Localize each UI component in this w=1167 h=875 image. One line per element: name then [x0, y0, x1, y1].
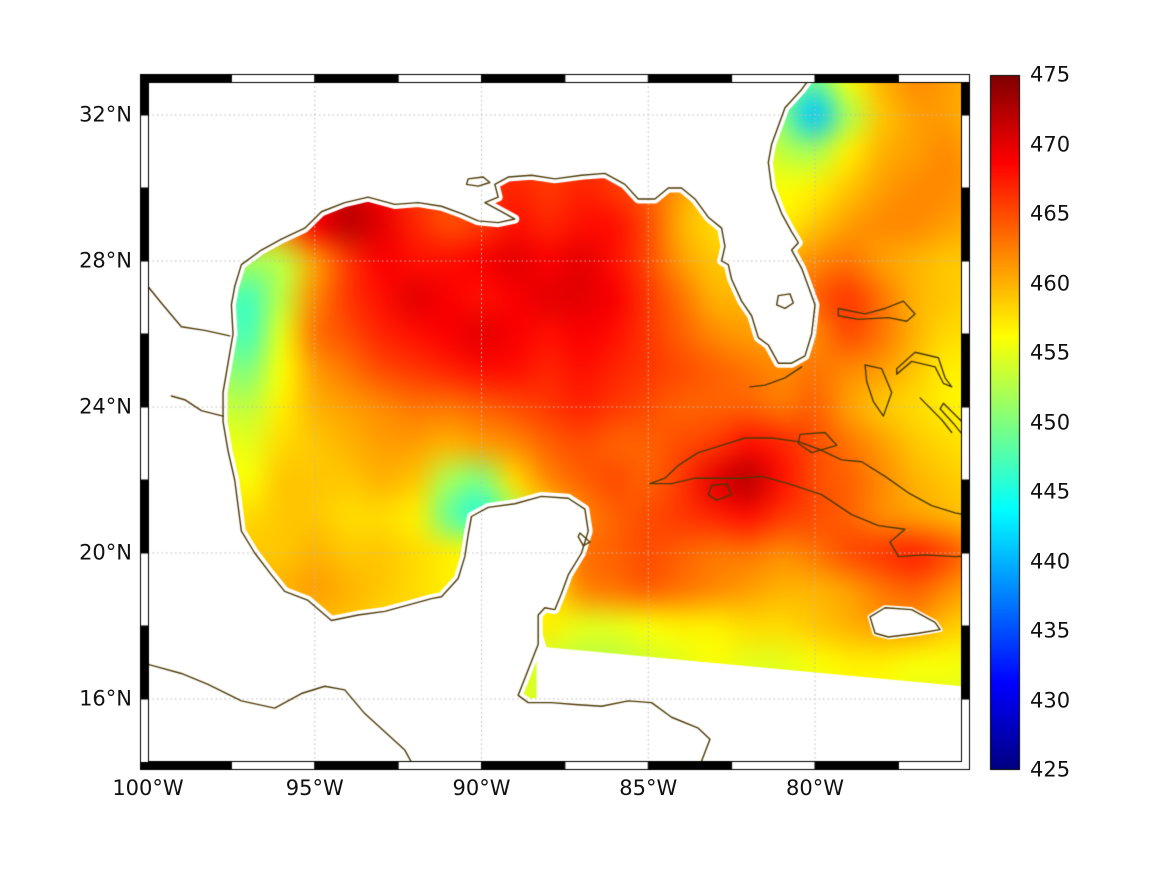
x-tick-label: 80°W	[786, 776, 844, 800]
colorbar-tick-label: 425	[1030, 757, 1071, 782]
y-tick-label: 16°N	[79, 686, 132, 711]
colorbar-tick-label: 455	[1030, 340, 1071, 365]
y-tick-label: 24°N	[79, 394, 132, 419]
colorbar-tick-label: 470	[1030, 132, 1071, 156]
x-tick-label: 85°W	[619, 776, 678, 800]
colorbar-tick-label: 435	[1030, 618, 1071, 643]
colorbar-tick-label: 475	[1030, 62, 1071, 87]
x-tick-label: 100°W	[112, 776, 184, 800]
x-tick-label: 95°W	[285, 776, 344, 800]
colorbar-tick-label: 450	[1030, 410, 1071, 434]
y-tick-label: 32°N	[79, 102, 132, 127]
colorbar-tick-label: 430	[1030, 688, 1071, 712]
y-tick-label: 20°N	[79, 540, 132, 565]
colorbar-tick-label: 465	[1030, 201, 1071, 226]
y-tick-label: 28°N	[79, 248, 132, 273]
colorbar-tick-label: 440	[1030, 549, 1071, 573]
colorbar-tick-label: 460	[1030, 271, 1071, 295]
x-tick-label: 90°W	[452, 776, 511, 800]
colorbar-tick-label: 445	[1030, 479, 1071, 504]
